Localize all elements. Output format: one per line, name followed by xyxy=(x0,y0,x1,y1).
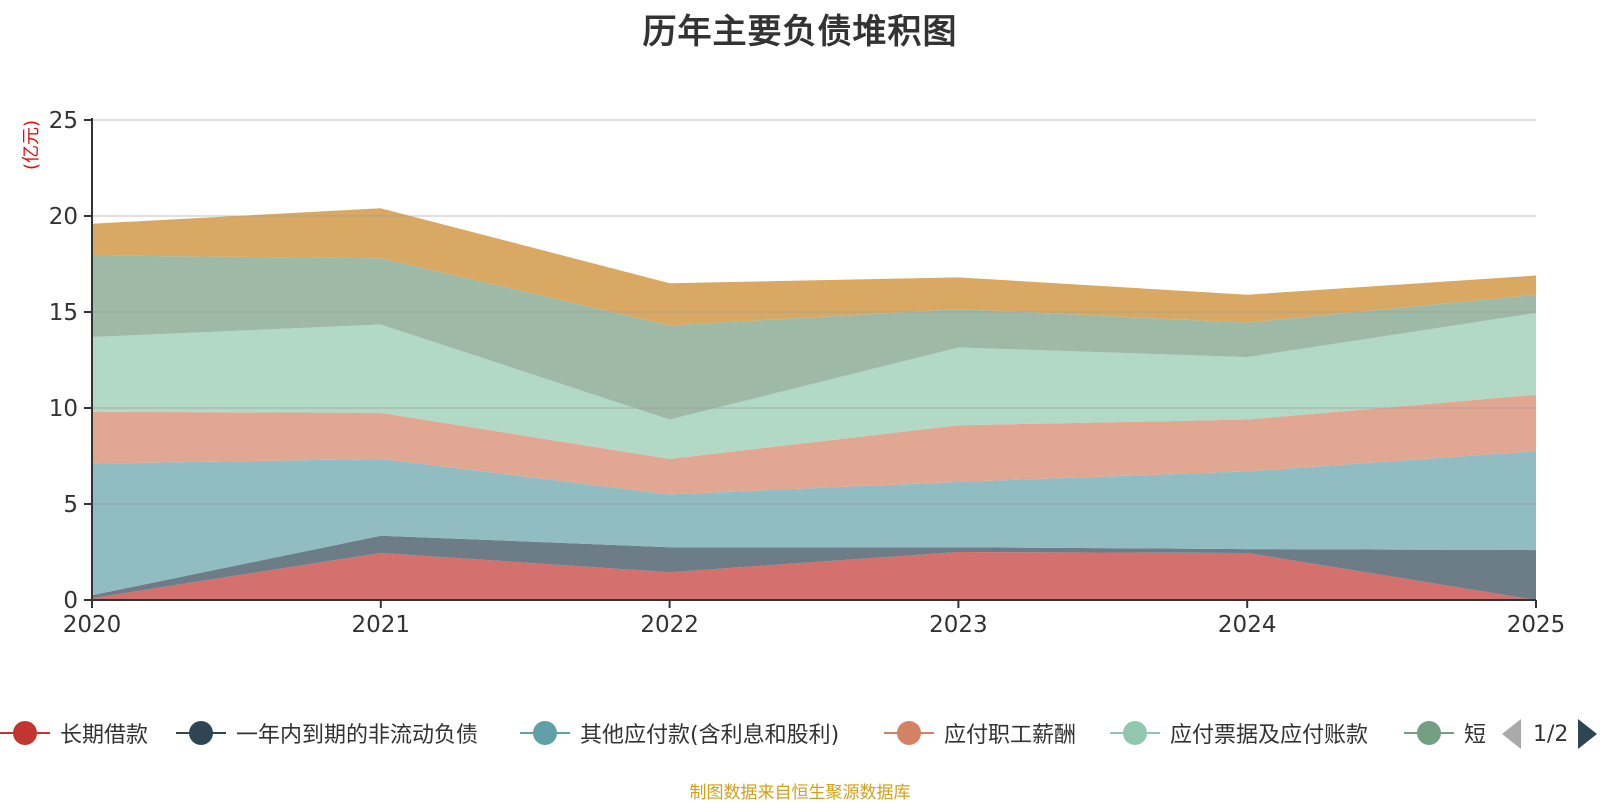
legend-label: 一年内到期的非流动负债 xyxy=(236,723,479,748)
legend-marker xyxy=(884,720,934,746)
x-tick-label: 2023 xyxy=(929,612,988,638)
y-tick-label: 20 xyxy=(49,204,78,230)
legend-label: 应付票据及应付账款 xyxy=(1170,723,1369,748)
legend-item[interactable]: 长期借款 xyxy=(0,713,148,753)
source-note: 制图数据来自恒生聚源数据库 xyxy=(689,783,911,803)
area-series-2 xyxy=(92,451,1536,596)
chart-legend: 长期借款 一年内到期的非流动负债 其他应付款(含利息和股利) 应付职工薪酬 应付票据及应… xyxy=(0,713,1500,753)
legend-label: 其他应付款(含利息和股利) xyxy=(580,723,840,748)
legend-label: 长期借款 xyxy=(60,723,149,748)
y-tick-label: 5 xyxy=(63,492,78,518)
x-tick-label: 2020 xyxy=(63,612,122,638)
legend-marker xyxy=(1404,720,1454,746)
y-tick-label: 15 xyxy=(49,300,78,326)
area-series-5 xyxy=(92,255,1536,420)
chart-title: 历年主要负债堆积图 xyxy=(642,12,958,52)
legend-marker xyxy=(520,720,570,746)
x-tick-label: 2025 xyxy=(1507,612,1566,638)
legend-marker xyxy=(0,720,50,746)
legend-label: 应付职工薪酬 xyxy=(944,723,1077,748)
x-tick-label: 2021 xyxy=(352,612,411,638)
legend-item[interactable]: 短 xyxy=(1404,713,1486,753)
legend-item[interactable]: 应付职工薪酬 xyxy=(884,713,1076,753)
area-series-4 xyxy=(92,313,1536,459)
area-series-1 xyxy=(92,535,1536,600)
legend-item[interactable]: 其他应付款(含利息和股利) xyxy=(520,713,839,753)
area-series-6 xyxy=(92,208,1536,326)
legend-item[interactable]: 应付票据及应付账款 xyxy=(1110,713,1368,753)
y-axis-label: (亿元) xyxy=(21,120,42,170)
x-tick-label: 2024 xyxy=(1218,612,1277,638)
legend-next-page-button[interactable] xyxy=(1578,719,1598,749)
legend-item[interactable]: 一年内到期的非流动负债 xyxy=(176,713,478,753)
legend-label: 短 xyxy=(1464,723,1487,748)
y-tick-label: 10 xyxy=(49,396,78,422)
y-tick-label: 25 xyxy=(49,108,78,134)
legend-marker xyxy=(176,720,226,746)
x-tick-label: 2022 xyxy=(640,612,699,638)
area-series-0 xyxy=(92,552,1536,600)
legend-prev-page-button[interactable] xyxy=(1502,719,1521,749)
legend-page-indicator: 1/2 xyxy=(1533,721,1569,747)
area-series-3 xyxy=(92,394,1536,495)
legend-pager: 1/2 xyxy=(1500,716,1600,752)
legend-marker xyxy=(1110,720,1160,746)
y-tick-label: 0 xyxy=(63,588,78,614)
